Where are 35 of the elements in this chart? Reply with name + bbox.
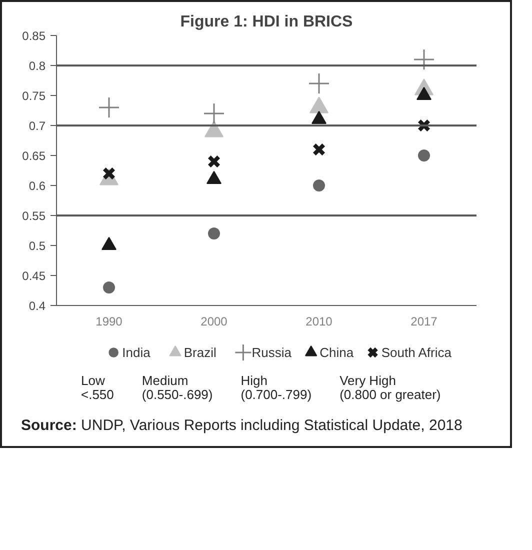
y-tick-label: 0.6 bbox=[28, 179, 46, 193]
chart-title: Figure 1: HDI in BRICS bbox=[180, 14, 354, 30]
text: High (0.700-.799) bbox=[240, 373, 312, 402]
x-tick-label: 2010 bbox=[306, 314, 333, 328]
point bbox=[413, 48, 435, 70]
y-tick-label: 0.7 bbox=[28, 119, 46, 133]
point bbox=[208, 228, 220, 240]
y-tick-label: 0.8 bbox=[28, 59, 46, 73]
legend-label: China bbox=[320, 345, 354, 360]
y-tick-label: 0.75 bbox=[22, 89, 46, 103]
point bbox=[418, 150, 430, 162]
text: Very High (0.800 or greater) bbox=[340, 373, 441, 402]
legend-label: Russia bbox=[252, 345, 292, 360]
point bbox=[313, 180, 325, 192]
point bbox=[312, 142, 326, 156]
y-tick-label: 0.45 bbox=[22, 269, 46, 283]
x-tick-label: 1990 bbox=[96, 314, 123, 328]
text: Low <.550 bbox=[81, 373, 114, 402]
y-tick-label: 0.55 bbox=[22, 209, 46, 223]
legend-label: South Africa bbox=[381, 345, 452, 360]
point bbox=[308, 72, 330, 94]
x-tick-label: 2000 bbox=[200, 314, 228, 328]
y-tick-label: 0.65 bbox=[22, 149, 46, 163]
source-note: Source: UNDP, Various Reports including Statistical Update, 2018 bbox=[20, 416, 464, 436]
legend-label: India bbox=[122, 345, 152, 360]
point bbox=[203, 102, 225, 124]
y-tick-label: 0.4 bbox=[28, 299, 46, 313]
point bbox=[98, 96, 120, 118]
text: Medium (0.550-.699) bbox=[142, 373, 213, 402]
x-tick-label: 2017 bbox=[410, 314, 438, 328]
y-tick-label: 0.85 bbox=[22, 29, 46, 43]
y-tick-label: 0.5 bbox=[28, 239, 46, 253]
legend-label: Brazil bbox=[184, 345, 216, 360]
point bbox=[103, 282, 115, 294]
point bbox=[207, 154, 221, 168]
